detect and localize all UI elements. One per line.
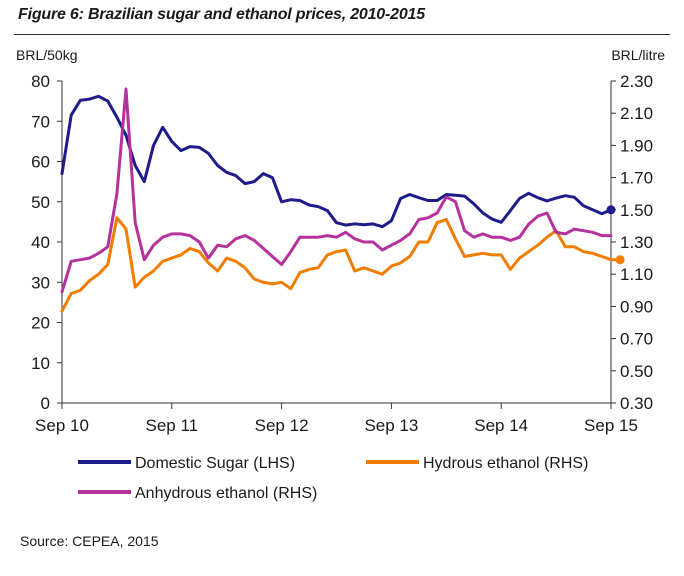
- left-tick-label: 10: [31, 354, 50, 373]
- series-line-2: [60, 87, 613, 294]
- series-end-marker-0: [606, 205, 616, 215]
- right-axis-label: BRL/litre: [611, 47, 665, 63]
- x-tick-label: Sep 14: [474, 416, 528, 435]
- right-tick-label: 0.30: [620, 394, 653, 413]
- chart-title: Figure 6: Brazilian sugar and ethanol pr…: [18, 6, 425, 23]
- series-line-0: [60, 94, 613, 229]
- right-tick-label: 0.50: [620, 362, 653, 381]
- right-tick-label: 1.70: [620, 169, 653, 188]
- left-tick-label: 70: [31, 112, 50, 131]
- left-tick-label: 40: [31, 233, 50, 252]
- series-end-marker-1: [615, 255, 625, 265]
- legend-label-2: Anhydrous ethanol (RHS): [135, 485, 317, 502]
- right-tick-label: 1.30: [620, 233, 653, 252]
- series-line-1: [60, 216, 622, 313]
- x-tick-label: Sep 13: [364, 416, 418, 435]
- right-tick-label: 1.10: [620, 265, 653, 284]
- legend-label-0: Domestic Sugar (LHS): [135, 455, 295, 472]
- right-tick-label: 0.70: [620, 330, 653, 349]
- right-tick-label: 2.30: [620, 72, 653, 91]
- left-tick-label: 30: [31, 273, 50, 292]
- x-tick-label: Sep 12: [255, 416, 309, 435]
- title-rule: [14, 34, 670, 35]
- left-tick-label: 80: [31, 72, 50, 91]
- left-tick-label: 20: [31, 314, 50, 333]
- left-tick-label: 60: [31, 153, 50, 172]
- right-tick-label: 0.90: [620, 297, 653, 316]
- left-axis-label: BRL/50kg: [16, 47, 77, 63]
- right-tick-label: 1.90: [620, 136, 653, 155]
- right-tick-label: 2.10: [620, 104, 653, 123]
- left-tick-label: 0: [41, 394, 50, 413]
- source-note: Source: CEPEA, 2015: [20, 533, 159, 549]
- price-chart: BRL/50kg BRL/litre 0 10 20 30 40 50 60 70 80 0.30 0…: [16, 47, 665, 502]
- x-tick-label: Sep 11: [145, 416, 198, 435]
- left-tick-label: 50: [31, 193, 50, 212]
- legend-label-1: Hydrous ethanol (RHS): [423, 455, 588, 472]
- x-tick-label: Sep 15: [584, 416, 638, 435]
- x-tick-label: Sep 10: [35, 416, 89, 435]
- right-tick-label: 1.50: [620, 201, 653, 220]
